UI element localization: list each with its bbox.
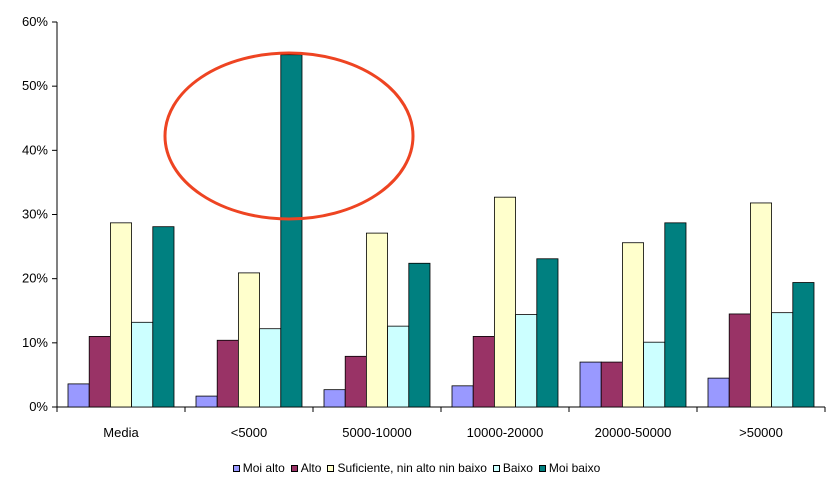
x-tick-label: 5000-10000	[342, 425, 411, 440]
bar	[152, 226, 175, 408]
bar	[515, 314, 538, 408]
y-tick-label: 20%	[22, 271, 48, 286]
x-tick-label: >50000	[739, 425, 783, 440]
legend-item: Alto	[290, 461, 322, 475]
legend-item: Moi alto	[232, 461, 285, 475]
legend-swatch	[232, 464, 240, 472]
bar	[536, 258, 559, 408]
legend-swatch	[538, 464, 546, 472]
y-tick-label: 10%	[22, 335, 48, 350]
bar	[579, 361, 602, 408]
bar	[408, 262, 431, 408]
y-axis: 0% 10% 20% 30% 40% 50% 60%	[22, 14, 58, 414]
y-tick-label: 60%	[22, 14, 48, 29]
bar	[451, 385, 474, 408]
legend-label: Moi alto	[242, 461, 285, 475]
highlight-ellipse	[163, 51, 415, 221]
legend-swatch	[492, 464, 500, 472]
x-tick-label: <5000	[231, 425, 268, 440]
x-axis: Media <5000 5000-10000 10000-20000 20000-500…	[56, 406, 826, 440]
bar	[365, 232, 388, 408]
bar	[472, 336, 495, 408]
bar	[750, 202, 773, 408]
legend-item: Moi baixo	[538, 461, 601, 475]
x-tick-label: 20000-50000	[595, 425, 672, 440]
bar	[707, 377, 730, 408]
legend-label: Suficiente, nin alto nin baixo	[337, 461, 487, 475]
legend-swatch	[327, 464, 335, 472]
bar	[237, 272, 260, 408]
x-tick-label: Media	[103, 425, 139, 440]
legend-item: Suficiente, nin alto nin baixo	[327, 461, 487, 475]
bar	[280, 54, 303, 408]
bar	[110, 222, 133, 408]
bars	[67, 54, 815, 408]
annotations	[163, 51, 415, 221]
legend-label: Alto	[300, 461, 322, 475]
bar	[493, 196, 516, 408]
bar	[195, 395, 218, 408]
bar	[259, 328, 282, 408]
legend: Moi alto Alto Suficiente, nin alto nin bai…	[0, 458, 833, 478]
legend-label: Baixo	[502, 461, 533, 475]
bar	[728, 313, 751, 408]
bar	[67, 383, 90, 408]
bar	[131, 321, 154, 408]
bar	[771, 312, 794, 408]
x-tick-label: 10000-20000	[467, 425, 544, 440]
legend-swatch	[290, 464, 298, 472]
y-tick-label: 50%	[22, 78, 48, 93]
y-tick-label: 30%	[22, 207, 48, 222]
bar	[216, 339, 239, 408]
bar	[643, 341, 666, 408]
y-tick-label: 40%	[22, 142, 48, 157]
bar	[792, 282, 815, 408]
bar	[387, 325, 410, 408]
y-tick-label: 0%	[29, 399, 48, 414]
bar	[600, 361, 623, 408]
bar	[88, 336, 111, 408]
bar	[664, 222, 687, 408]
bar	[344, 355, 367, 408]
bar	[323, 389, 346, 408]
bar	[622, 242, 645, 408]
legend-label: Moi baixo	[548, 461, 601, 475]
legend-item: Baixo	[492, 461, 533, 475]
